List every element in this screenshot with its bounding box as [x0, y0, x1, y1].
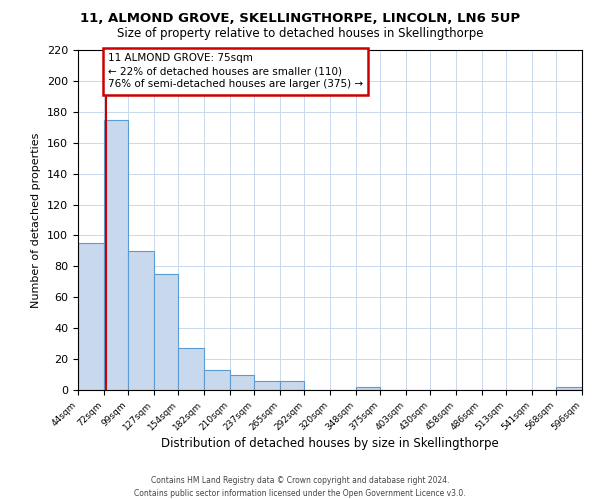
Text: 11 ALMOND GROVE: 75sqm
← 22% of detached houses are smaller (110)
76% of semi-de: 11 ALMOND GROVE: 75sqm ← 22% of detached…: [108, 53, 363, 90]
Bar: [280, 380, 304, 390]
Bar: [104, 120, 128, 390]
Bar: [154, 274, 178, 390]
Bar: [230, 374, 254, 390]
Text: Size of property relative to detached houses in Skellingthorpe: Size of property relative to detached ho…: [117, 28, 483, 40]
Bar: [556, 387, 582, 390]
Text: 11, ALMOND GROVE, SKELLINGTHORPE, LINCOLN, LN6 5UP: 11, ALMOND GROVE, SKELLINGTHORPE, LINCOL…: [80, 12, 520, 26]
Bar: [204, 370, 230, 390]
Bar: [254, 380, 280, 390]
X-axis label: Distribution of detached houses by size in Skellingthorpe: Distribution of detached houses by size …: [161, 438, 499, 450]
Bar: [78, 243, 104, 390]
Bar: [178, 348, 204, 390]
Bar: [356, 387, 380, 390]
Text: Contains HM Land Registry data © Crown copyright and database right 2024.
Contai: Contains HM Land Registry data © Crown c…: [134, 476, 466, 498]
Y-axis label: Number of detached properties: Number of detached properties: [31, 132, 41, 308]
Bar: [128, 251, 154, 390]
